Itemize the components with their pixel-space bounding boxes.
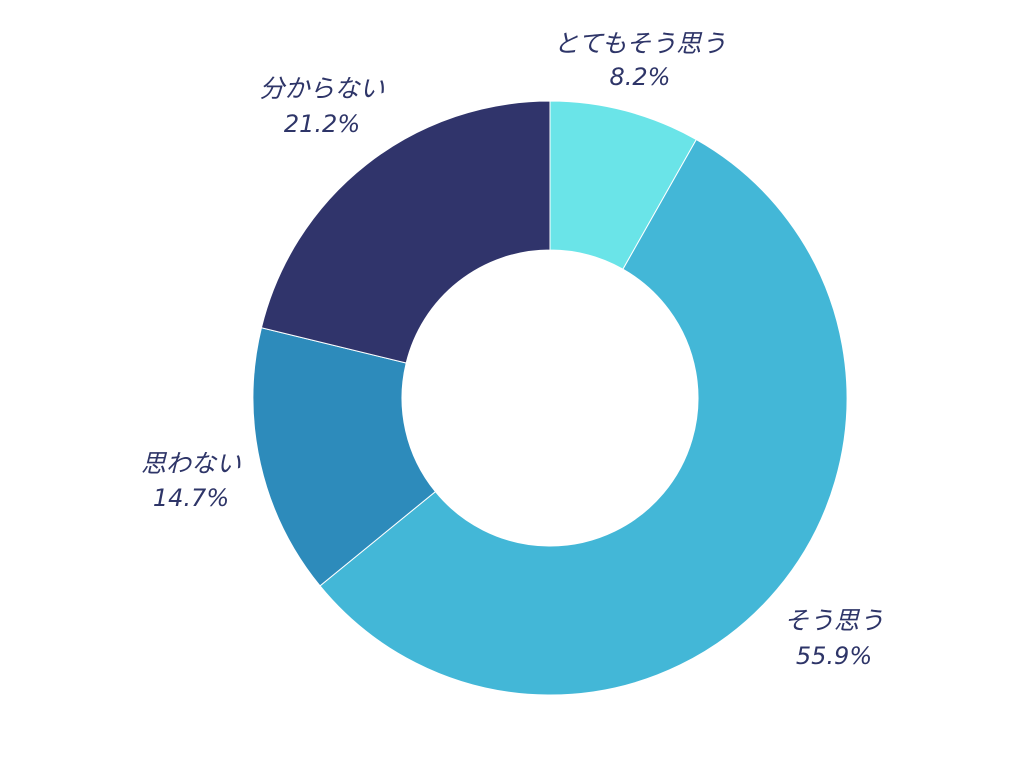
donut-slice-1	[319, 138, 848, 696]
slice-value-label-1: 55.9%	[796, 642, 872, 670]
slice-label-group-0: とてもそう思う 8.2%	[554, 29, 727, 91]
slice-label-0: とてもそう思う	[554, 29, 727, 58]
donut-slice-3	[260, 100, 551, 364]
slices-group	[252, 100, 848, 696]
slice-label-group-2: 思わない 14.7%	[141, 449, 241, 512]
slice-value-label-2: 14.7%	[153, 484, 229, 512]
slice-value-label-0: 8.2%	[610, 63, 671, 91]
slice-label-group-3: 分からない 21.2%	[259, 74, 384, 138]
slice-label-3: 分からない	[259, 74, 384, 103]
labels-group: とてもそう思う 8.2% そう思う 55.9% 思わない 14.7% 分からない…	[141, 29, 884, 670]
slice-value-label-3: 21.2%	[284, 110, 360, 138]
slice-label-1: そう思う	[784, 606, 884, 635]
slice-label-2: 思わない	[141, 449, 241, 478]
donut-slice-2	[252, 327, 437, 587]
slice-label-group-1: そう思う 55.9%	[784, 606, 884, 670]
